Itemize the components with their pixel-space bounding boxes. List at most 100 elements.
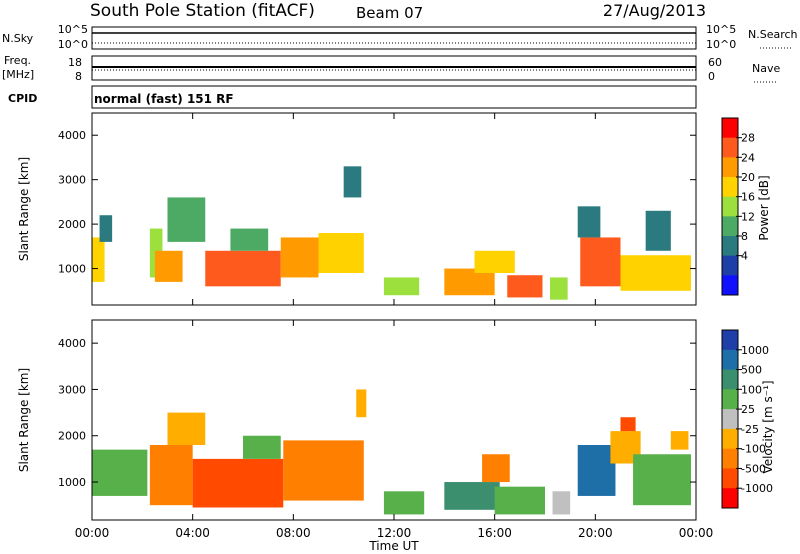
power-colorbar-label: Power [dB] — [757, 175, 771, 240]
xtick-label: 16:00 — [477, 526, 512, 540]
velocity-block — [283, 440, 364, 501]
power-colorbar-swatch — [722, 236, 738, 257]
nsky-tick-top: 10^5 — [58, 23, 88, 36]
power-block — [383, 277, 420, 296]
velocity-block — [552, 491, 571, 515]
velocity-colorbar-tick-label: 25 — [741, 403, 755, 416]
velocity-block — [243, 435, 281, 459]
velocity-colorbar-swatch — [722, 369, 738, 390]
velocity-y-axis: 1000 2000 3000 4000 — [58, 337, 696, 489]
nave-tick-top: 60 — [708, 56, 722, 69]
velocity-colorbar-swatch — [722, 428, 738, 450]
power-colorbar: 28 24 20 16 12 8 4 — [721, 117, 755, 296]
time-axis: 00:00 04:00 08:00 12:00 16:00 20:00 00:00 — [75, 113, 714, 540]
power-colorbar-swatch — [722, 137, 738, 158]
nsky-strip — [91, 26, 697, 50]
velocity-colorbar-swatch — [722, 448, 738, 469]
velocity-block — [149, 445, 193, 506]
power-block — [507, 275, 543, 298]
nsky-label: N.Sky — [2, 32, 34, 45]
xtick-label: 08:00 — [276, 526, 311, 540]
power-data — [92, 166, 691, 300]
freq-tick-bottom: 8 — [75, 70, 82, 83]
power-block — [550, 277, 568, 300]
power-y-axis: 1000 2000 3000 4000 — [58, 129, 696, 276]
velocity-colorbar-swatch — [722, 468, 738, 489]
power-block — [154, 250, 183, 282]
power-block — [474, 250, 515, 273]
power-block — [280, 237, 319, 278]
velocity-block — [383, 491, 425, 515]
cpid-label: CPID — [8, 92, 37, 105]
power-colorbar-tick-label: 24 — [741, 151, 755, 164]
velocity-colorbar-tick-label: -500 — [741, 462, 766, 475]
power-colorbar-swatch — [722, 216, 738, 237]
station-title: South Pole Station (fitACF) — [90, 1, 315, 21]
power-colorbar-tick-label: 12 — [741, 210, 755, 223]
velocity-colorbar-label: Velocity [m s⁻¹] — [761, 380, 775, 473]
power-block — [343, 166, 362, 198]
cpid-strip — [91, 85, 697, 109]
power-colorbar-frame — [721, 117, 739, 296]
velocity-block — [92, 449, 148, 496]
velocity-colorbar-tick-label: 500 — [741, 364, 762, 377]
beam-label: Beam 07 — [356, 4, 423, 22]
power-colorbar-tick-label: 4 — [741, 250, 748, 263]
velocity-colorbar-frame — [721, 329, 739, 509]
power-ytick-label: 2000 — [58, 218, 86, 231]
nsearch-tick-bottom: 10^0 — [706, 38, 736, 51]
velocity-block — [620, 417, 636, 432]
power-colorbar-tick-label: 20 — [741, 171, 755, 184]
power-ytick-label: 1000 — [58, 263, 86, 276]
velocity-block — [670, 431, 689, 450]
power-block — [167, 197, 206, 242]
freq-label: Freq. — [4, 54, 31, 67]
velocity-block — [494, 486, 545, 515]
power-block — [318, 233, 364, 273]
nave-tick-bottom: 0 — [708, 70, 715, 83]
freq-tick-top: 18 — [68, 56, 82, 69]
velocity-block — [356, 389, 367, 418]
velocity-data — [92, 389, 691, 515]
power-block — [92, 237, 105, 282]
velocity-colorbar-swatch — [722, 409, 738, 430]
power-colorbar-tick-label: 28 — [741, 132, 755, 145]
power-block — [580, 237, 621, 287]
velocity-block — [167, 412, 206, 445]
velocity-colorbar-tick-label: 1000 — [741, 344, 769, 357]
power-colorbar-swatch — [722, 177, 738, 198]
xtick-label: 12:00 — [377, 526, 412, 540]
velocity-colorbar-swatch — [722, 488, 738, 509]
velocity-colorbar-tick-label: 100 — [741, 383, 762, 396]
velocity-colorbar-tick-label: -1000 — [741, 482, 773, 495]
velocity-colorbar-swatch — [722, 389, 738, 410]
power-ytick-label: 3000 — [58, 174, 86, 187]
power-block — [645, 210, 671, 251]
date-label: 27/Aug/2013 — [603, 1, 706, 20]
velocity-colorbar-tick-label: -25 — [741, 423, 759, 436]
power-ylabel: Slant Range [km] — [17, 157, 31, 261]
nsearch-tick-top: 10^5 — [706, 23, 736, 36]
power-block — [620, 255, 691, 291]
xtick-label: 20:00 — [578, 526, 613, 540]
power-colorbar-swatch — [722, 118, 738, 139]
nave-label: Nave — [752, 62, 780, 75]
xaxis-label: Time UT — [368, 539, 419, 553]
power-block — [577, 206, 601, 238]
power-colorbar-swatch — [722, 255, 738, 276]
velocity-colorbar-swatch — [722, 349, 738, 371]
power-colorbar-swatch — [722, 157, 738, 178]
velocity-colorbar-swatch — [722, 330, 738, 351]
nsearch-label: N.Search — [748, 28, 798, 41]
power-block — [230, 228, 269, 251]
power-colorbar-tick-label: 8 — [741, 230, 748, 243]
cpid-value: normal (fast) 151 RF — [94, 92, 234, 106]
velocity-block — [444, 482, 500, 510]
velocity-block — [482, 454, 510, 483]
velocity-block — [633, 454, 691, 506]
xtick-label: 04:00 — [175, 526, 210, 540]
xtick-label: 00:00 — [679, 526, 714, 540]
velocity-colorbar: 1000 500 100 25 -25 -100 -500 -1000 — [721, 329, 773, 509]
power-colorbar-swatch — [722, 196, 738, 217]
